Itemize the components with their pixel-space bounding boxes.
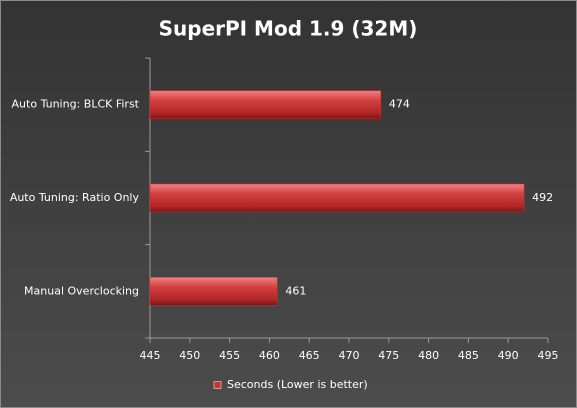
x-tick-label: 490 <box>498 349 519 362</box>
bar <box>149 277 278 306</box>
data-label: 492 <box>532 191 553 204</box>
x-tick-label: 480 <box>418 349 439 362</box>
legend-label: Seconds (Lower is better) <box>227 378 368 391</box>
y-tick-label: Auto Tuning: Ratio Only <box>10 191 140 204</box>
y-tick-label: Auto Tuning: BLCK First <box>12 98 140 111</box>
x-tick-label: 445 <box>140 349 161 362</box>
data-label: 461 <box>285 284 306 297</box>
x-tick-label: 465 <box>299 349 320 362</box>
x-tick-label: 495 <box>538 349 559 362</box>
x-tick-label: 485 <box>458 349 479 362</box>
x-tick-label: 475 <box>378 349 399 362</box>
bar <box>149 183 525 213</box>
x-tick-label: 450 <box>179 349 200 362</box>
x-tick-label: 455 <box>219 349 240 362</box>
chart-title: SuperPI Mod 1.9 (32M) <box>159 17 418 41</box>
data-label: 474 <box>389 98 410 111</box>
y-tick-label: Manual Overclocking <box>24 284 139 297</box>
bar <box>149 90 382 119</box>
x-tick-label: 470 <box>339 349 360 362</box>
x-tick-label: 460 <box>259 349 280 362</box>
legend-marker <box>213 381 222 389</box>
